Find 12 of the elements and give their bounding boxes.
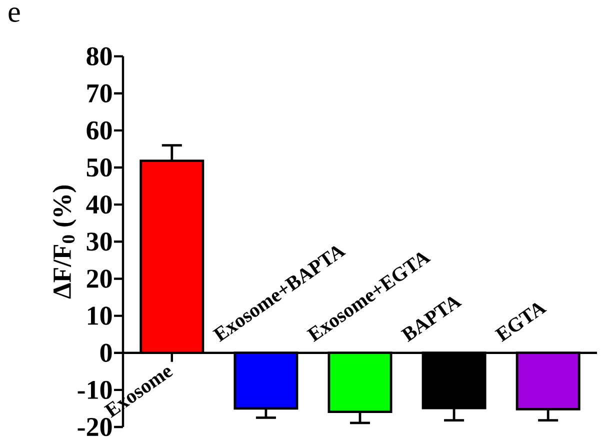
y-tick-label: 60 xyxy=(86,121,112,140)
y-tick-label: 40 xyxy=(86,195,112,214)
y-tick-label: 10 xyxy=(88,306,112,325)
y-tick-label: 0 xyxy=(100,344,112,362)
y-tick-label: -20 xyxy=(78,418,112,436)
y-tick-label: 70 xyxy=(87,84,112,102)
y-tick-label: 30 xyxy=(86,232,112,251)
y-tick-label: 50 xyxy=(86,158,112,177)
y-axis-title: ΔF/F$_{0}$ (%) xyxy=(52,185,76,299)
y-tick-label: 80 xyxy=(86,47,112,66)
text: e xyxy=(8,8,20,22)
y-tick-label: 20 xyxy=(86,270,112,288)
